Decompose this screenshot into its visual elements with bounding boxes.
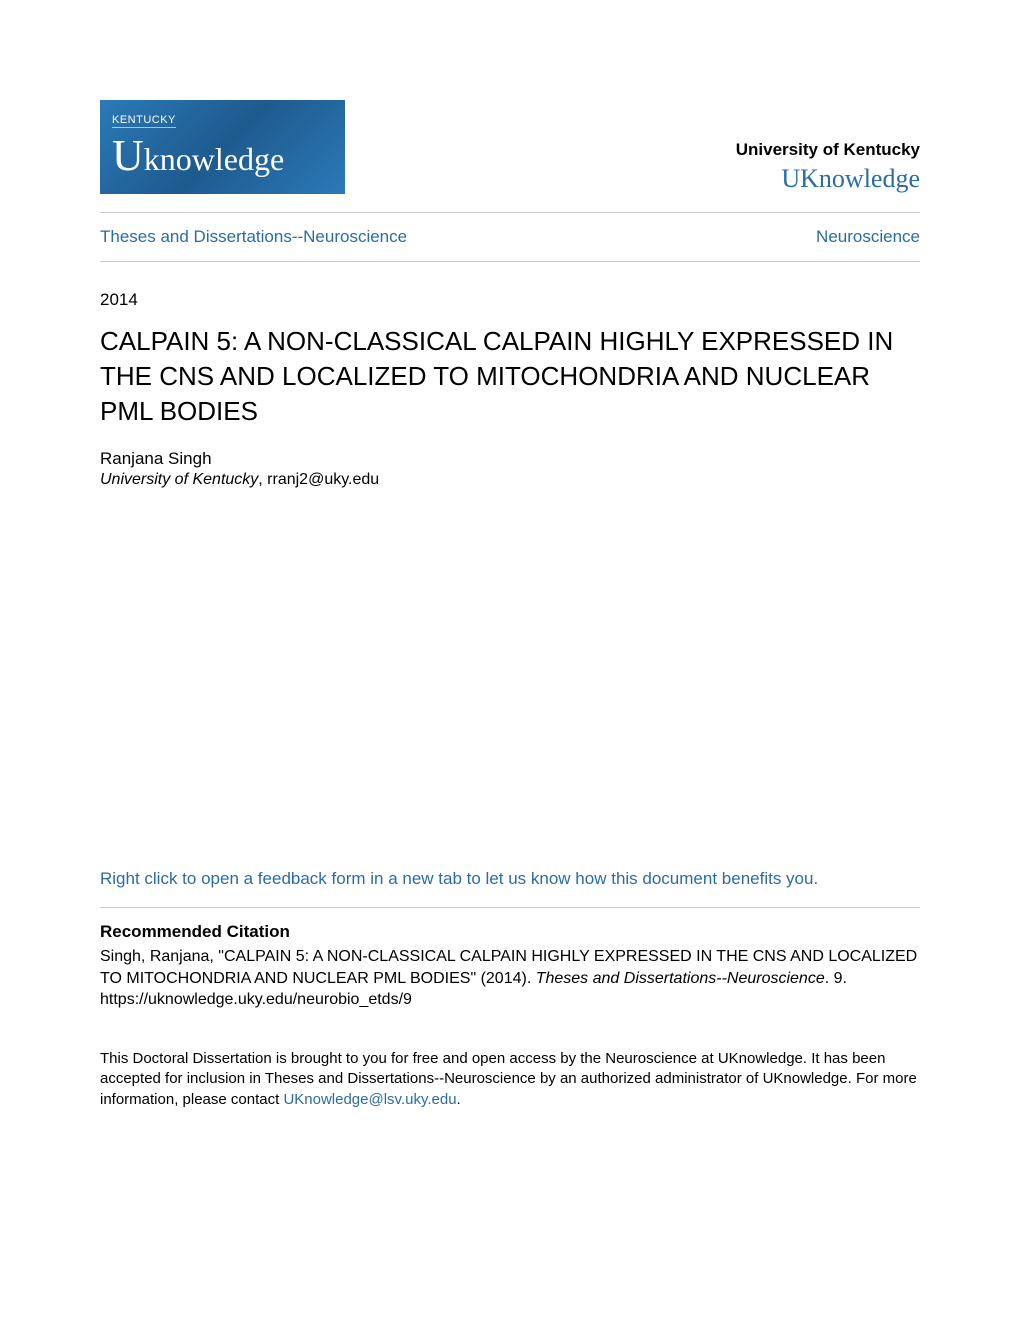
repository-link[interactable]: UKnowledge xyxy=(736,164,920,194)
citation-body: Singh, Ranjana, "CALPAIN 5: A NON-CLASSI… xyxy=(100,946,920,1011)
logo-large-text: Uknowledge xyxy=(112,130,345,181)
collection-link[interactable]: Theses and Dissertations--Neuroscience xyxy=(100,227,407,247)
citation-series: Theses and Dissertations--Neuroscience xyxy=(536,970,825,987)
citation-url: https://uknowledge.uky.edu/neurobio_etds… xyxy=(100,991,412,1008)
footer-before: This Doctoral Dissertation is brought to… xyxy=(100,1050,917,1108)
header-right: University of Kentucky UKnowledge xyxy=(736,140,920,194)
author-affiliation: University of Kentucky, rranj2@uky.edu xyxy=(100,471,920,489)
citation-heading: Recommended Citation xyxy=(100,922,920,942)
author-name: Ranjana Singh xyxy=(100,449,920,469)
uknowledge-logo[interactable]: KENTUCKY Uknowledge xyxy=(100,100,345,194)
footer-contact-email[interactable]: UKnowledge@lsv.uky.edu xyxy=(283,1091,456,1108)
department-link[interactable]: Neuroscience xyxy=(816,227,920,247)
footer-after: . xyxy=(457,1091,461,1108)
document-title: CALPAIN 5: A NON-CLASSICAL CALPAIN HIGHL… xyxy=(100,324,920,429)
university-name: University of Kentucky xyxy=(736,140,920,160)
publication-year: 2014 xyxy=(100,290,920,310)
feedback-link[interactable]: Right click to open a feedback form in a… xyxy=(100,869,920,889)
header-row: KENTUCKY Uknowledge University of Kentuc… xyxy=(100,100,920,194)
citation-line1-after: . 9. xyxy=(825,970,847,987)
breadcrumb-row: Theses and Dissertations--Neuroscience N… xyxy=(100,213,920,261)
divider-nav xyxy=(100,261,920,262)
logo-small-text: KENTUCKY xyxy=(112,114,176,128)
footer-text: This Doctoral Dissertation is brought to… xyxy=(100,1049,920,1110)
divider-feedback xyxy=(100,907,920,908)
